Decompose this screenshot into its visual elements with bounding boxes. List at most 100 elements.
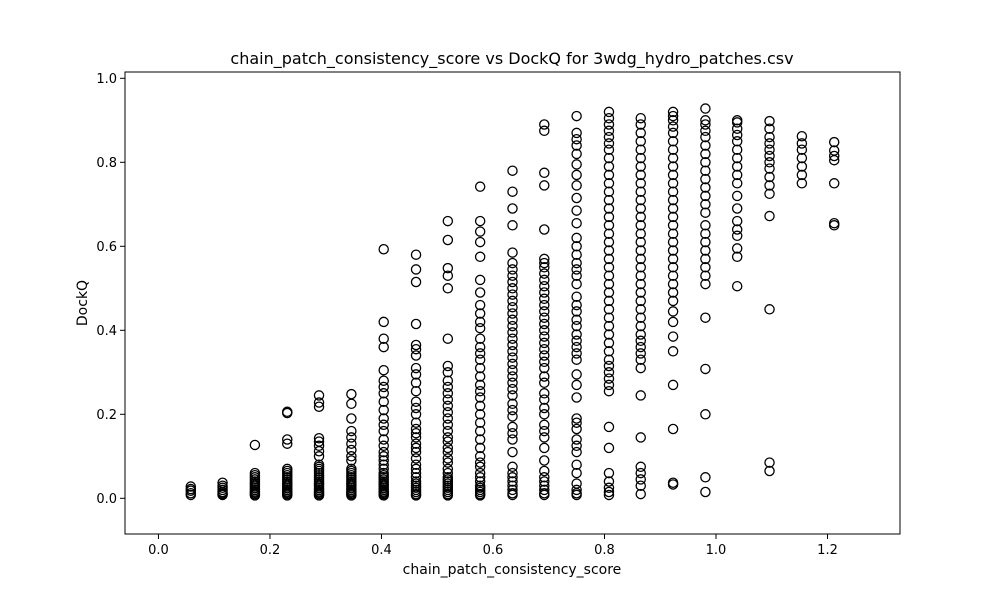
data-point bbox=[700, 270, 711, 281]
data-point bbox=[635, 488, 646, 500]
data-point bbox=[603, 178, 615, 189]
data-point bbox=[507, 488, 518, 499]
y-tick-label: 0.2 bbox=[96, 408, 117, 423]
data-point bbox=[603, 220, 615, 231]
data-point bbox=[571, 423, 582, 435]
data-point bbox=[507, 327, 518, 338]
data-point bbox=[313, 440, 325, 452]
data-point bbox=[731, 243, 743, 254]
data-point bbox=[667, 262, 679, 273]
data-point bbox=[571, 446, 582, 458]
data-point bbox=[700, 115, 711, 126]
data-point bbox=[474, 215, 486, 227]
data-point bbox=[410, 432, 422, 443]
data-point bbox=[474, 392, 486, 403]
data-point bbox=[603, 119, 615, 130]
data-point bbox=[378, 419, 389, 431]
data-point bbox=[635, 287, 646, 298]
data-point bbox=[539, 280, 550, 292]
data-point bbox=[731, 123, 743, 134]
data-point bbox=[346, 444, 357, 456]
data-point bbox=[635, 245, 646, 256]
data-point bbox=[635, 329, 646, 340]
data-point bbox=[571, 459, 582, 470]
x-tick-label: 0.6 bbox=[483, 543, 504, 558]
data-point bbox=[667, 211, 679, 223]
data-point bbox=[410, 350, 422, 361]
data-point bbox=[442, 234, 454, 246]
data-point bbox=[410, 385, 422, 397]
data-point bbox=[603, 312, 615, 323]
y-tick-label: 0.4 bbox=[96, 324, 117, 339]
data-point bbox=[731, 115, 743, 126]
data-point bbox=[603, 489, 615, 501]
data-point bbox=[635, 295, 646, 307]
data-point bbox=[442, 388, 454, 399]
data-point bbox=[700, 220, 711, 231]
data-point bbox=[378, 388, 389, 399]
data-point bbox=[539, 465, 550, 477]
data-point bbox=[507, 390, 518, 401]
data-point bbox=[700, 245, 711, 256]
data-point bbox=[539, 125, 550, 137]
data-point bbox=[507, 320, 518, 332]
data-point bbox=[571, 341, 582, 353]
data-point bbox=[700, 131, 711, 143]
data-point bbox=[764, 150, 775, 162]
data-point bbox=[507, 472, 518, 483]
data-point bbox=[378, 396, 389, 407]
data-point bbox=[571, 335, 582, 347]
data-point bbox=[731, 161, 743, 172]
data-point bbox=[410, 318, 422, 330]
data-point bbox=[667, 245, 679, 256]
data-point bbox=[507, 421, 518, 433]
data-point bbox=[442, 442, 454, 454]
data-point bbox=[410, 377, 422, 389]
data-point bbox=[764, 210, 775, 222]
data-point bbox=[507, 358, 518, 370]
data-point bbox=[635, 152, 646, 164]
data-point bbox=[442, 419, 454, 431]
data-point bbox=[410, 453, 422, 464]
data-point bbox=[764, 144, 775, 155]
data-point bbox=[474, 322, 486, 334]
data-point bbox=[378, 455, 389, 466]
data-point bbox=[378, 381, 389, 393]
data-point bbox=[603, 295, 615, 307]
data-point bbox=[378, 413, 389, 424]
data-point bbox=[474, 442, 486, 454]
data-point bbox=[700, 278, 711, 290]
data-point bbox=[571, 484, 582, 496]
data-point bbox=[539, 394, 550, 405]
data-point bbox=[346, 388, 357, 400]
data-point bbox=[507, 434, 518, 445]
data-point bbox=[764, 157, 775, 168]
data-point bbox=[603, 346, 615, 357]
data-point bbox=[507, 411, 518, 422]
data-point bbox=[571, 314, 582, 326]
data-point bbox=[313, 432, 325, 444]
data-point bbox=[539, 432, 550, 443]
data-point bbox=[667, 169, 679, 181]
data-point bbox=[507, 364, 518, 376]
data-point bbox=[410, 249, 422, 260]
data-point bbox=[603, 106, 615, 118]
data-point bbox=[539, 480, 550, 491]
data-point bbox=[571, 180, 582, 191]
data-point bbox=[378, 404, 389, 416]
data-point bbox=[539, 268, 550, 279]
data-point bbox=[667, 121, 679, 132]
data-point bbox=[764, 465, 775, 477]
data-point bbox=[796, 169, 808, 181]
data-point bbox=[474, 467, 486, 479]
data-point bbox=[249, 467, 261, 479]
data-point bbox=[635, 178, 646, 189]
data-point bbox=[635, 304, 646, 315]
data-point bbox=[571, 148, 582, 160]
data-point bbox=[635, 270, 646, 281]
data-point bbox=[507, 371, 518, 382]
data-point bbox=[667, 106, 679, 118]
data-point bbox=[635, 112, 646, 124]
data-point bbox=[764, 171, 775, 183]
x-axis-ticks: 0.0 0.2 0.4 0.6 0.8 1.0 1.2 bbox=[148, 534, 838, 558]
